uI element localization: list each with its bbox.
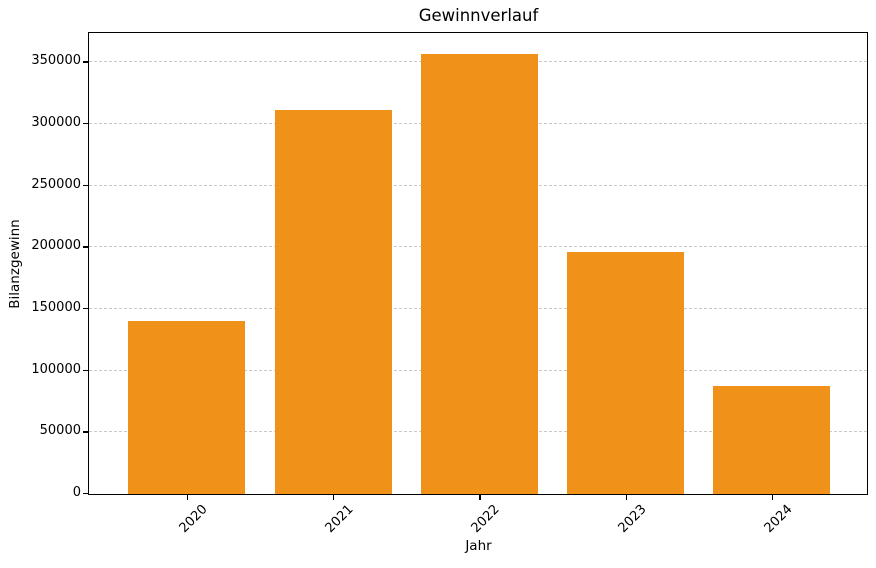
x-tick-mark-2020 <box>186 495 189 500</box>
y-tick-label-50000: 50000 <box>39 423 81 439</box>
y-tick-mark-300000 <box>83 123 88 125</box>
y-tick-mark-350000 <box>83 61 88 63</box>
x-tick-mark-2023 <box>625 495 627 500</box>
x-tick-mark-2022 <box>479 495 481 500</box>
x-tick-mark-2021 <box>333 495 335 500</box>
chart-title: Gewinnverlauf <box>418 6 539 25</box>
y-tick-mark-200000 <box>83 246 88 248</box>
y-tick-mark-150000 <box>83 308 88 310</box>
x-tick-mark-2024 <box>771 495 774 500</box>
y-tick-mark-250000 <box>83 184 88 186</box>
y-tick-label-0: 0 <box>72 485 81 500</box>
y-tick-mark-100000 <box>83 369 88 371</box>
y-tick-label-250000: 250000 <box>31 176 81 192</box>
y-tick-label-300000: 300000 <box>31 115 81 131</box>
bar-2020 <box>128 320 246 494</box>
bar-2024 <box>713 386 831 494</box>
y-tick-label-200000: 200000 <box>31 238 81 254</box>
bar-2021 <box>274 109 392 494</box>
plot-area <box>88 32 868 495</box>
y-tick-mark-0 <box>83 493 88 495</box>
y-tick-label-350000: 350000 <box>31 53 81 69</box>
bar-2022 <box>420 53 538 494</box>
y-tick-mark-50000 <box>83 431 88 433</box>
bar-2023 <box>567 252 685 494</box>
x-axis-label: Jahr <box>465 538 492 554</box>
y-axis-label: Bilanzgewinn <box>7 219 23 309</box>
y-tick-label-150000: 150000 <box>31 300 81 315</box>
y-tick-label-100000: 100000 <box>31 361 81 377</box>
